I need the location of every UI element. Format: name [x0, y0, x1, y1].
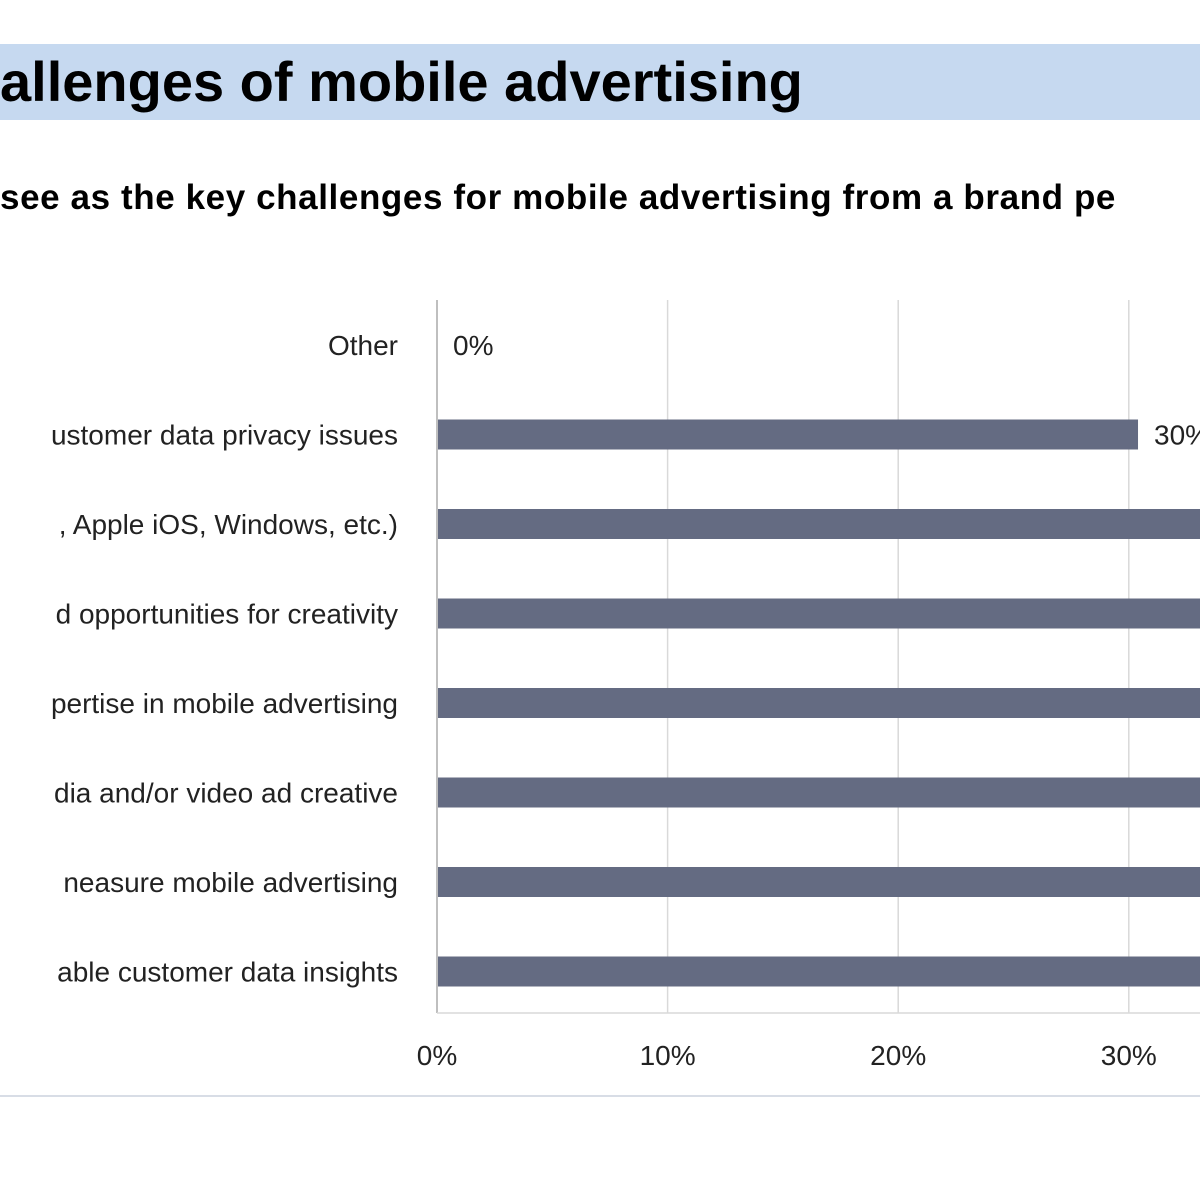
grid-lines — [436, 300, 1200, 1014]
bar — [438, 419, 1139, 450]
labels: 0% 10% 20% 30% Other 0% ustomer data privacy i… — [51, 330, 1200, 1071]
x-tick-label: 10% — [640, 1040, 696, 1071]
category-label: , Apple iOS, Windows, etc.) — [59, 509, 398, 540]
chart-title: allenges of mobile advertising — [0, 46, 809, 118]
chart-subtitle: see as the key challenges for mobile adv… — [0, 178, 1116, 217]
bar — [438, 956, 1200, 987]
bottom-divider — [0, 1095, 1200, 1097]
category-label: dia and/or video ad creative — [54, 778, 398, 809]
bar — [438, 777, 1200, 808]
bar — [438, 598, 1200, 629]
bar — [438, 688, 1200, 718]
x-tick-label: 30% — [1101, 1040, 1157, 1071]
category-label: d opportunities for creativity — [56, 599, 398, 630]
category-label: ustomer data privacy issues — [51, 420, 398, 451]
bar — [438, 867, 1200, 897]
x-tick-label: 20% — [870, 1040, 926, 1071]
bar — [438, 509, 1200, 539]
category-label: able customer data insights — [57, 957, 398, 988]
category-label: pertise in mobile advertising — [51, 688, 398, 719]
data-label: 30% — [1154, 420, 1200, 451]
x-tick-label: 0% — [417, 1040, 457, 1071]
category-label: neasure mobile advertising — [63, 867, 398, 898]
bars — [438, 419, 1200, 987]
category-label: Other — [328, 330, 398, 361]
data-label: 0% — [453, 330, 493, 361]
